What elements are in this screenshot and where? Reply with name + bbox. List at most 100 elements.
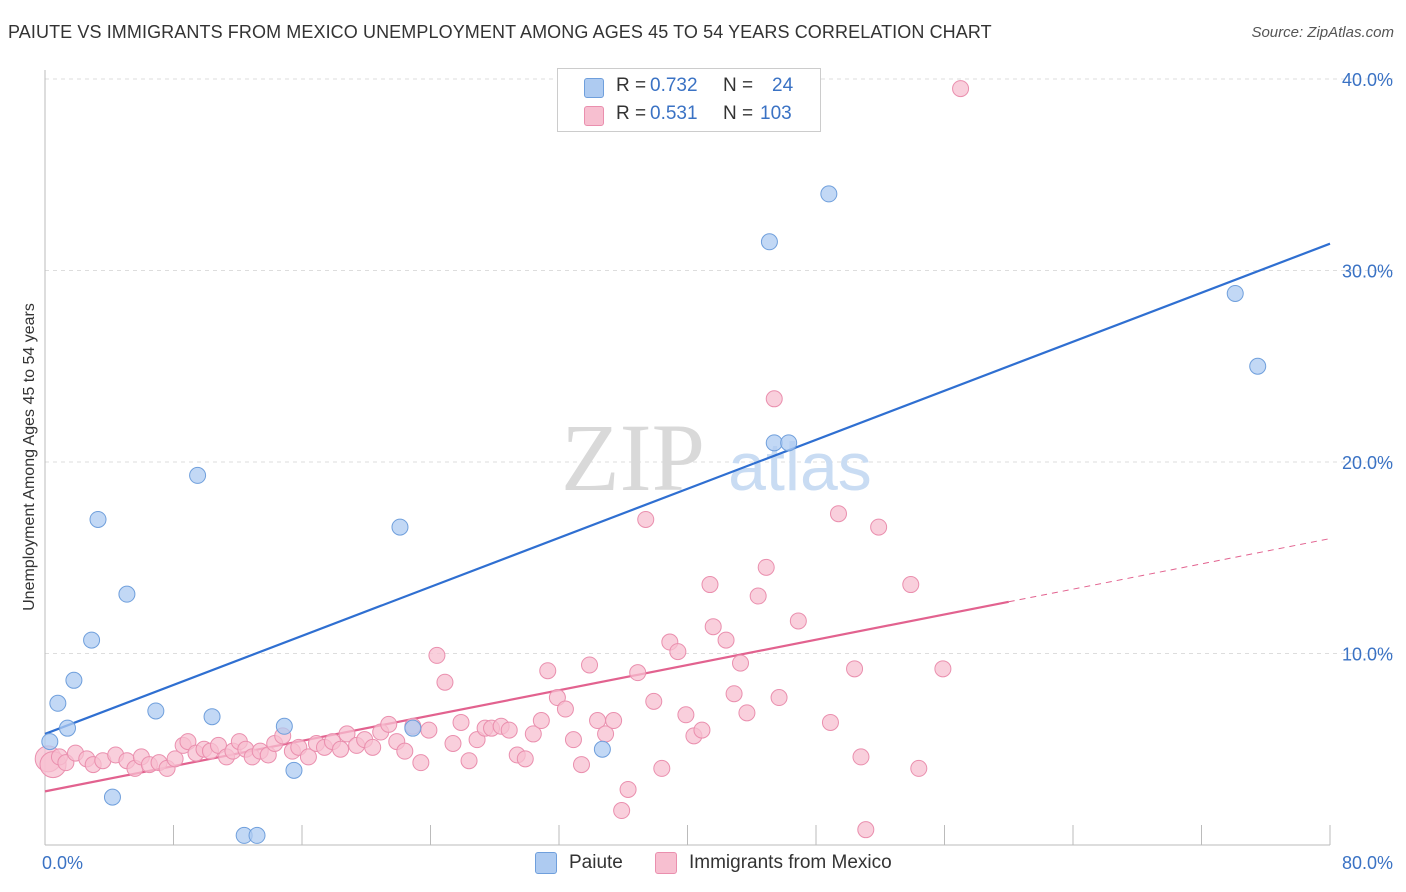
mexico-point [524, 725, 542, 743]
watermark-zip: ZIP [561, 404, 705, 511]
mexico-point [829, 505, 847, 523]
paiute-point [89, 510, 107, 528]
mexico-point [332, 740, 350, 758]
watermark: ZIP atlas [561, 404, 872, 511]
mexico-point [500, 721, 518, 739]
paiute-point [49, 694, 67, 712]
mexico-point [717, 631, 735, 649]
paiute-point [391, 518, 409, 536]
y-tick-label: 30.0% [1342, 262, 1393, 282]
paiute-swatch [584, 78, 604, 98]
mexico-point [179, 733, 197, 751]
mexico-point [934, 660, 952, 678]
mexico-point [420, 721, 438, 739]
paiute-point [780, 434, 798, 452]
mexico-point [629, 664, 647, 682]
mexico-point [380, 715, 398, 733]
mexico-point [452, 713, 470, 731]
mexico-point [645, 692, 663, 710]
mexico-point [857, 821, 875, 839]
axes [44, 70, 1331, 846]
paiute-point [189, 466, 207, 484]
paiute-point [147, 702, 165, 720]
r-label: R = [616, 103, 647, 124]
mexico-point [902, 576, 920, 594]
legend-row-mexico: R = 0.531 N = 103 [558, 101, 820, 129]
mexico-point [669, 643, 687, 661]
mexico-point [564, 731, 582, 749]
legend-item-mexico: Immigrants from Mexico [655, 852, 892, 874]
mexico-point [532, 712, 550, 730]
data-points [34, 80, 1267, 844]
source-label: Source: ZipAtlas.com [1251, 24, 1394, 41]
mexico-point [428, 646, 446, 664]
mexico-trend-line [44, 600, 1009, 793]
paiute-point [203, 708, 221, 726]
mexico-point [637, 510, 655, 528]
mexico-point [757, 558, 775, 576]
paiute-swatch [535, 852, 557, 874]
mexico-point [556, 700, 574, 718]
paiute-point [248, 826, 266, 844]
mexico-swatch [584, 106, 604, 126]
mexico-point [770, 689, 788, 707]
mexico-point [765, 390, 783, 408]
mexico-point [444, 735, 462, 753]
mexico-point [436, 673, 454, 691]
mexico-point [852, 748, 870, 766]
n-label: N = [723, 75, 754, 96]
n-value: 103 [760, 103, 792, 124]
mexico-point [732, 654, 750, 672]
mexico-point [460, 752, 478, 770]
mexico-point [677, 706, 695, 724]
r-value: 0.732 [650, 75, 698, 96]
paiute-trend-line [44, 242, 1331, 735]
mexico-point [539, 662, 557, 680]
paiute-point [820, 185, 838, 203]
mexico-point [846, 660, 864, 678]
mexico-point [725, 685, 743, 703]
mexico-point [299, 748, 317, 766]
legend-row-paiute: R = 0.732 N = 24 [558, 73, 820, 101]
y-tick-label: 10.0% [1342, 645, 1393, 665]
mexico-point [738, 704, 756, 722]
paiute-point [1226, 284, 1244, 302]
mexico-point [693, 721, 711, 739]
mexico-point [412, 754, 430, 772]
x-tick-label: 80.0% [1342, 853, 1393, 873]
mexico-point [572, 756, 590, 774]
paiute-point [765, 434, 783, 452]
mexico-trend-extension [1008, 538, 1331, 603]
paiute-point [760, 233, 778, 251]
paiute-point [404, 719, 422, 737]
mexico-point [516, 750, 534, 768]
mexico-point [789, 612, 807, 630]
paiute-point [83, 631, 101, 649]
series-legend: Paiute Immigrants from Mexico [0, 852, 1406, 876]
mexico-point [749, 587, 767, 605]
y-tick-labels: 10.0% 20.0% 30.0% 40.0% [1342, 70, 1393, 665]
x-tick-label: 0.0% [42, 853, 83, 873]
legend-label-paiute: Paiute [569, 852, 623, 873]
y-tick-label: 40.0% [1342, 70, 1393, 90]
mexico-point [619, 780, 637, 798]
mexico-point [338, 725, 356, 743]
chart-title: PAIUTE VS IMMIGRANTS FROM MEXICO UNEMPLO… [8, 22, 992, 42]
mexico-point [605, 712, 623, 730]
legend-label-mexico: Immigrants from Mexico [689, 852, 892, 873]
mexico-point [548, 689, 566, 707]
n-value: 24 [772, 75, 794, 96]
mexico-point [613, 802, 631, 820]
r-label: R = [616, 75, 647, 96]
legend-item-paiute: Paiute [535, 852, 623, 874]
mexico-point [468, 731, 486, 749]
watermark-atlas: atlas [728, 429, 872, 505]
mexico-point [952, 80, 970, 98]
paiute-point [275, 717, 293, 735]
mexico-point [209, 736, 227, 754]
mexico-point [910, 759, 928, 777]
grid-lines [45, 78, 1395, 654]
paiute-point [118, 585, 136, 603]
mexico-point [653, 759, 671, 777]
